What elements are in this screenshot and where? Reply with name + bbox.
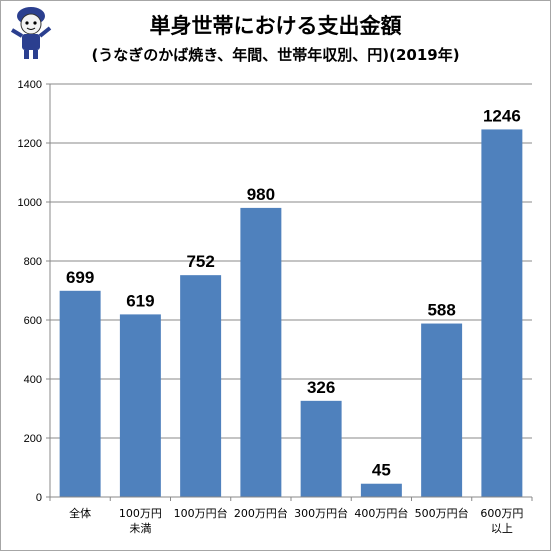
x-tick-label: 全体 (69, 506, 91, 520)
y-axis: 0 200 400 600 800 1000 1200 1400 (18, 79, 51, 504)
x-tick-label: 以上 (491, 522, 513, 535)
bar (481, 129, 523, 497)
data-label: 1246 (483, 106, 521, 125)
bar (240, 207, 282, 497)
bar (360, 483, 402, 497)
x-tick-label: 100万円 (119, 507, 162, 520)
data-label: 699 (66, 268, 94, 287)
data-label: 588 (427, 301, 455, 320)
x-tick-label: 300万円台 (294, 506, 348, 520)
y-tick-label: 1200 (18, 138, 42, 150)
bar (119, 314, 161, 497)
x-tick-label: 400万円台 (354, 506, 408, 520)
y-tick-label: 600 (24, 315, 42, 327)
data-label: 619 (126, 291, 154, 310)
y-tick-label: 0 (36, 492, 42, 504)
y-tick-label: 1400 (18, 79, 42, 91)
data-label: 326 (307, 378, 335, 397)
data-label: 980 (247, 185, 275, 204)
bar (300, 400, 342, 497)
x-tick-label: 100万円台 (174, 506, 228, 520)
x-tick-label: 600万円 (480, 507, 523, 520)
bar (59, 290, 101, 497)
bars (59, 129, 523, 497)
x-tick-label: 500万円台 (415, 506, 469, 520)
x-tick-label: 未満 (129, 522, 151, 535)
x-tick-label: 200万円台 (234, 506, 288, 520)
data-label: 45 (372, 461, 391, 480)
data-label: 752 (186, 252, 214, 271)
y-tick-label: 800 (24, 256, 42, 268)
y-tick-label: 1000 (18, 197, 42, 209)
y-tick-label: 200 (24, 433, 42, 445)
y-tick-label: 400 (24, 374, 42, 386)
bar (180, 275, 222, 497)
chart-title: 単身世帯における支出金額 (149, 14, 402, 38)
chart-subtitle: (うなぎのかば焼き、年間、世帯年収別、円)(2019年) (91, 46, 460, 64)
bar (421, 323, 463, 497)
data-labels: 699 619 752 980 326 45 588 1246 (66, 106, 521, 479)
mascot-icon (6, 4, 56, 62)
